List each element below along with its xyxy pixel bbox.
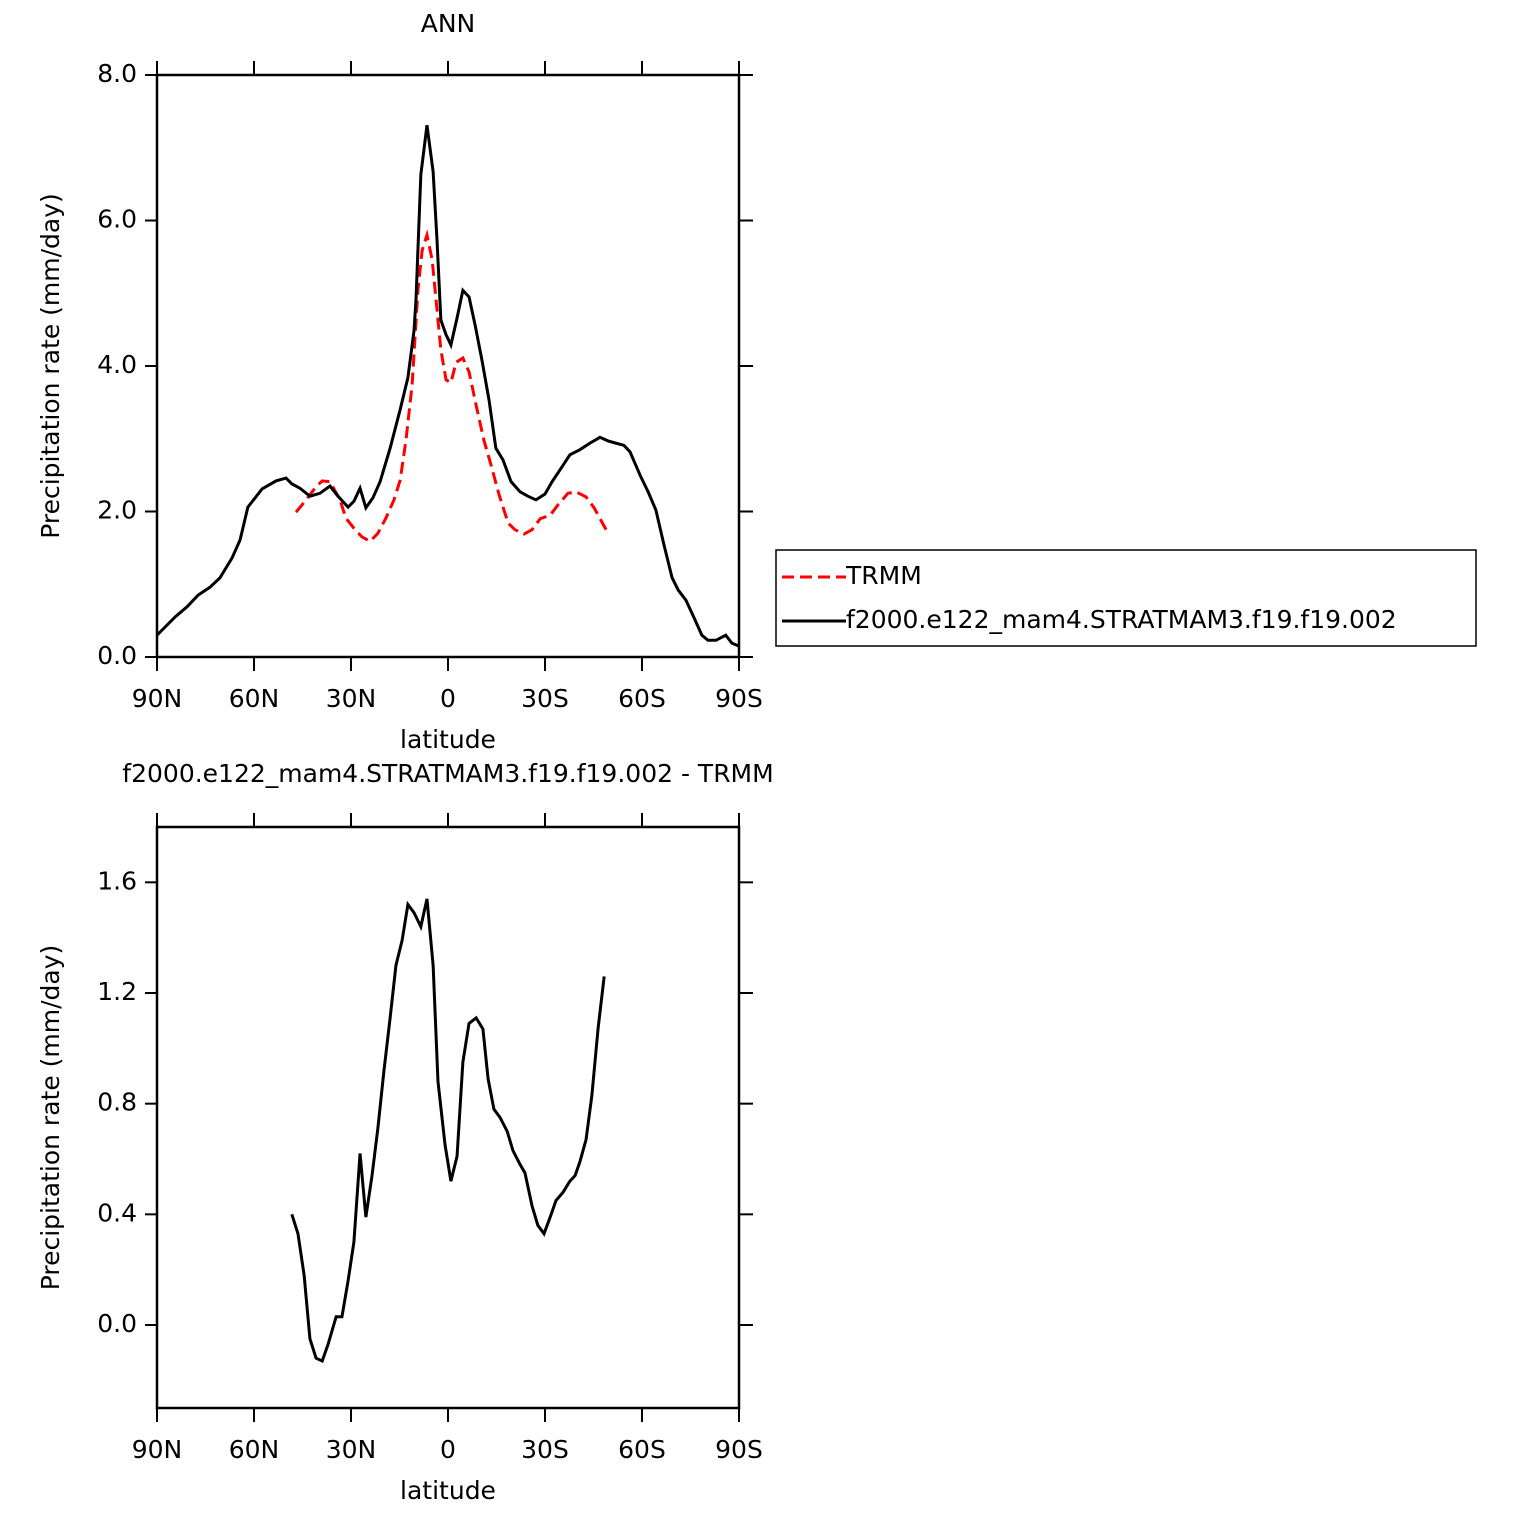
y-tick-label: 4.0 — [97, 350, 137, 379]
plot-frame — [155, 825, 741, 1410]
y-tick-label: 1.2 — [97, 977, 137, 1006]
x-tick-label: 60N — [229, 684, 280, 713]
legend-label: TRMM — [845, 561, 922, 590]
x-tick-label: 90N — [132, 1435, 183, 1464]
y-axis-label: Precipitation rate (mm/day) — [36, 945, 65, 1291]
y-tick-label: 0.0 — [97, 641, 137, 670]
y-tick-label: 1.6 — [97, 866, 137, 895]
x-tick-label: 30N — [326, 1435, 377, 1464]
y-tick-label: 0.8 — [97, 1088, 137, 1117]
x-tick-label: 30S — [521, 684, 569, 713]
x-tick-label: 30N — [326, 684, 377, 713]
data-line — [155, 125, 740, 648]
x-tick-label: 90S — [715, 684, 763, 713]
plot-frame — [155, 73, 741, 659]
data-line — [294, 229, 608, 544]
x-tick-label: 30S — [521, 1435, 569, 1464]
x-axis-label: latitude — [400, 1476, 496, 1505]
legend-label: f2000.e122_mam4.STRATMAM3.f19.f19.002 — [846, 605, 1397, 634]
chart-title: f2000.e122_mam4.STRATMAM3.f19.f19.002 - … — [122, 759, 773, 788]
y-tick-label: 2.0 — [97, 496, 137, 525]
x-tick-label: 0 — [440, 684, 456, 713]
x-tick-label: 60S — [618, 684, 666, 713]
legend-box — [775, 549, 1477, 647]
data-line — [290, 898, 606, 1364]
x-tick-label: 0 — [440, 1435, 456, 1464]
x-tick-label: 60N — [229, 1435, 280, 1464]
x-tick-label: 90N — [132, 684, 183, 713]
x-tick-label: 90S — [715, 1435, 763, 1464]
y-tick-label: 6.0 — [97, 205, 137, 234]
x-tick-label: 60S — [618, 1435, 666, 1464]
y-tick-label: 0.0 — [97, 1309, 137, 1338]
y-axis-label: Precipitation rate (mm/day) — [36, 193, 65, 539]
y-tick-label: 8.0 — [97, 59, 137, 88]
x-axis-label: latitude — [400, 725, 496, 754]
y-tick-label: 0.4 — [97, 1198, 137, 1227]
chart-title: ANN — [421, 9, 476, 38]
